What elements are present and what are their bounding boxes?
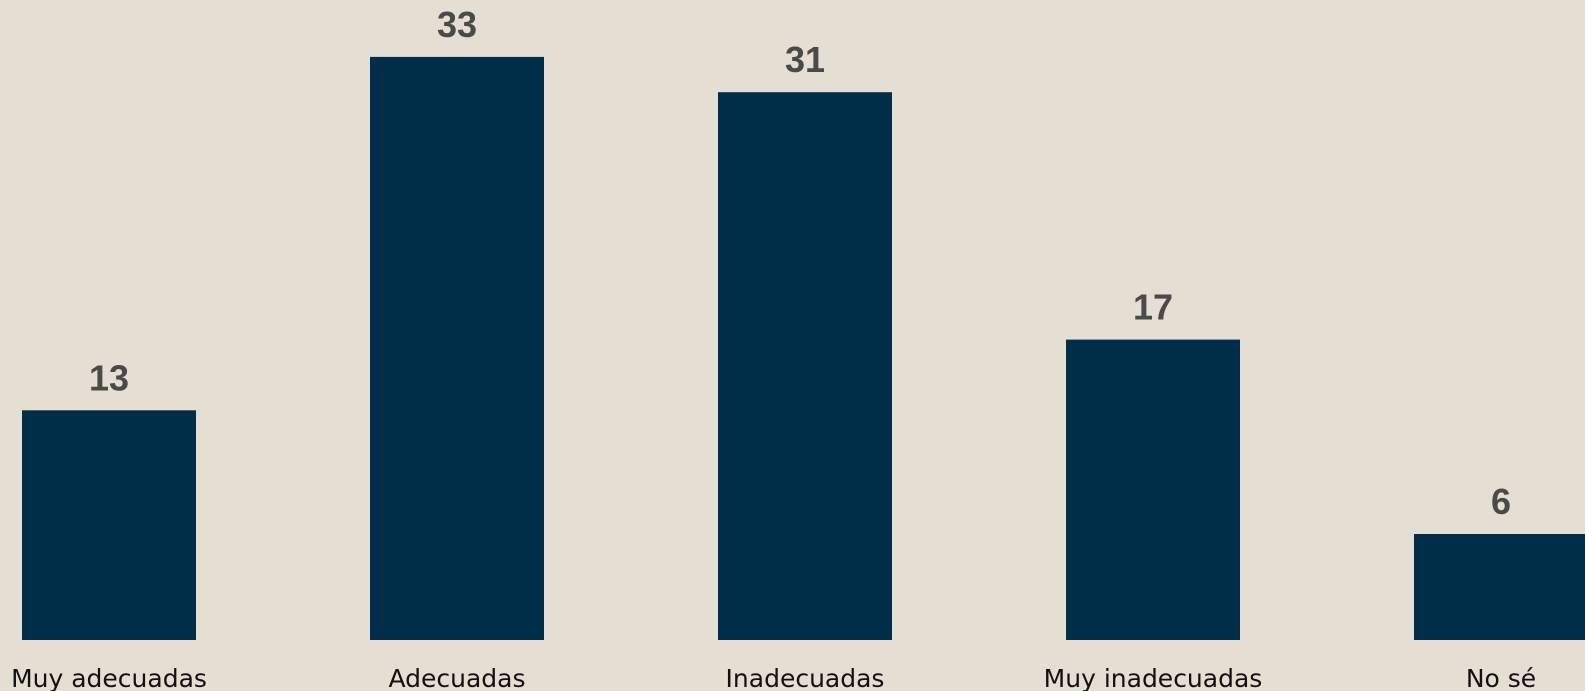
bar-muy-inadecuadas bbox=[1066, 339, 1240, 640]
value-label-inadecuadas: 31 bbox=[785, 39, 825, 80]
value-labels-group: 13 33 31 17 6 bbox=[89, 4, 1511, 522]
value-label-muy-inadecuadas: 17 bbox=[1133, 287, 1173, 328]
category-label-adecuadas: Adecuadas bbox=[388, 664, 525, 691]
bar-adecuadas bbox=[370, 56, 544, 640]
value-label-adecuadas: 33 bbox=[437, 4, 477, 45]
value-label-no-se: 6 bbox=[1491, 481, 1511, 522]
bars-group bbox=[22, 56, 1585, 640]
category-label-muy-inadecuadas: Muy inadecuadas bbox=[1044, 664, 1263, 691]
bar-inadecuadas bbox=[718, 92, 892, 640]
bar-muy-adecuadas bbox=[22, 410, 196, 640]
category-label-no-se: No sé bbox=[1466, 664, 1536, 691]
category-labels-group: Muy adecuadas Adecuadas Inadecuadas Muy ina… bbox=[11, 664, 1536, 691]
bar-no-se bbox=[1414, 534, 1585, 640]
category-label-muy-adecuadas: Muy adecuadas bbox=[11, 664, 207, 691]
value-label-muy-adecuadas: 13 bbox=[89, 357, 129, 398]
category-label-inadecuadas: Inadecuadas bbox=[726, 664, 885, 691]
